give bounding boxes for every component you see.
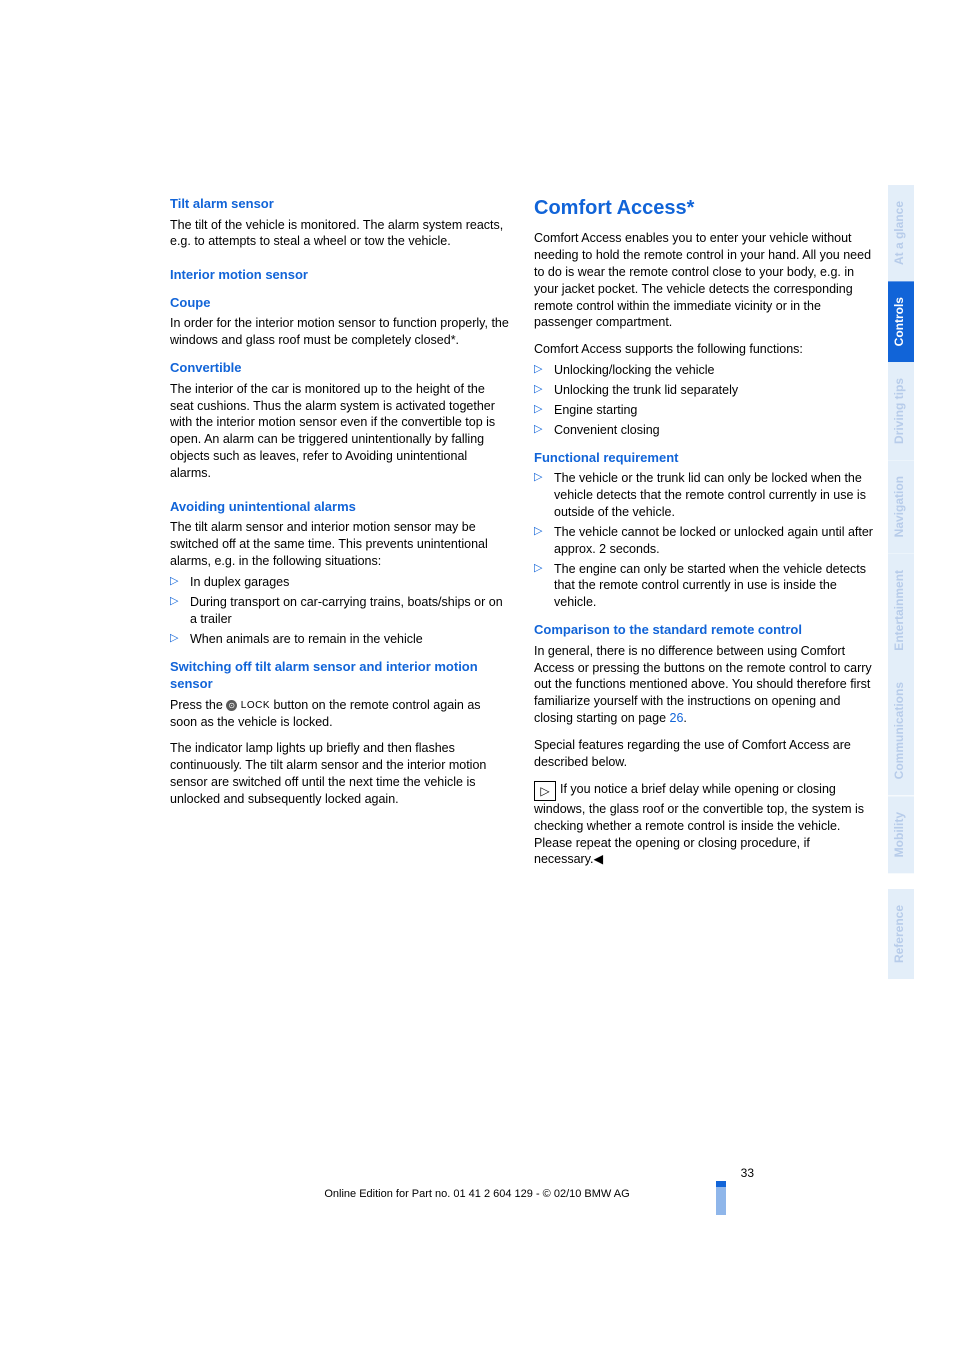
heading-functional-req: Functional requirement (534, 449, 874, 467)
list-item: The vehicle cannot be locked or unlocked… (534, 524, 874, 558)
para: The interior of the car is monitored up … (170, 381, 510, 482)
heading-convertible: Convertible (170, 359, 510, 377)
left-column: Tilt alarm sensor The tilt of the vehicl… (170, 195, 510, 878)
heading-interior-motion: Interior motion sensor (170, 266, 510, 284)
list-item: Unlocking/locking the vehicle (534, 362, 874, 379)
tab-at-a-glance[interactable]: At a glance (888, 185, 914, 281)
situations-list: In duplex garages During transport on ca… (170, 574, 510, 648)
side-tabs: At a glance Controls Driving tips Naviga… (888, 185, 914, 979)
note-box: ▷If you notice a brief delay while openi… (534, 781, 874, 869)
text: Press the (170, 698, 226, 712)
para: Press the ⊙ LOCK button on the remote co… (170, 697, 510, 731)
para: The tilt of the vehicle is monitored. Th… (170, 217, 510, 251)
note-icon: ▷ (534, 781, 556, 801)
requirements-list: The vehicle or the trunk lid can only be… (534, 470, 874, 611)
heading-switching-off: Switching off tilt alarm sensor and inte… (170, 658, 510, 693)
list-item: During transport on car-carrying trains,… (170, 594, 510, 628)
lock-icon: ⊙ (226, 700, 237, 711)
footer-line: Online Edition for Part no. 01 41 2 604 … (0, 1188, 954, 1200)
heading-avoiding: Avoiding unintentional alarms (170, 498, 510, 516)
page-marker (716, 1187, 726, 1215)
text: . (683, 711, 686, 725)
list-item: The engine can only be started when the … (534, 561, 874, 612)
para: The tilt alarm sensor and interior motio… (170, 519, 510, 570)
text: In general, there is no difference betwe… (534, 644, 872, 726)
heading-comparison: Comparison to the standard remote contro… (534, 621, 874, 639)
right-column: Comfort Access* Comfort Access enables y… (534, 195, 874, 878)
tab-controls[interactable]: Controls (888, 281, 914, 362)
functions-list: Unlocking/locking the vehicle Unlocking … (534, 362, 874, 439)
list-item: Convenient closing (534, 422, 874, 439)
para: Comfort Access enables you to enter your… (534, 230, 874, 331)
para: Special features regarding the use of Co… (534, 737, 874, 771)
para: Comfort Access supports the following fu… (534, 341, 874, 358)
lock-label: LOCK (241, 700, 270, 711)
page-number: 33 (741, 1166, 754, 1180)
para: In order for the interior motion sensor … (170, 315, 510, 349)
list-item: Engine starting (534, 402, 874, 419)
tab-entertainment[interactable]: Entertainment (888, 554, 914, 667)
list-item: Unlocking the trunk lid separately (534, 382, 874, 399)
heading-tilt-alarm: Tilt alarm sensor (170, 195, 510, 213)
tab-mobility[interactable]: Mobility (888, 796, 914, 873)
para: The indicator lamp lights up briefly and… (170, 740, 510, 808)
tab-driving-tips[interactable]: Driving tips (888, 362, 914, 460)
tab-reference[interactable]: Reference (888, 889, 914, 979)
tab-communications[interactable]: Communications (888, 666, 914, 795)
heading-comfort-access: Comfort Access* (534, 195, 874, 222)
para: In general, there is no difference betwe… (534, 643, 874, 727)
list-item: When animals are to remain in the vehicl… (170, 631, 510, 648)
tab-navigation[interactable]: Navigation (888, 460, 914, 553)
list-item: In duplex garages (170, 574, 510, 591)
page-link-26[interactable]: 26 (670, 711, 684, 725)
heading-coupe: Coupe (170, 294, 510, 312)
note-text: If you notice a brief delay while openin… (534, 782, 864, 867)
list-item: The vehicle or the trunk lid can only be… (534, 470, 874, 521)
